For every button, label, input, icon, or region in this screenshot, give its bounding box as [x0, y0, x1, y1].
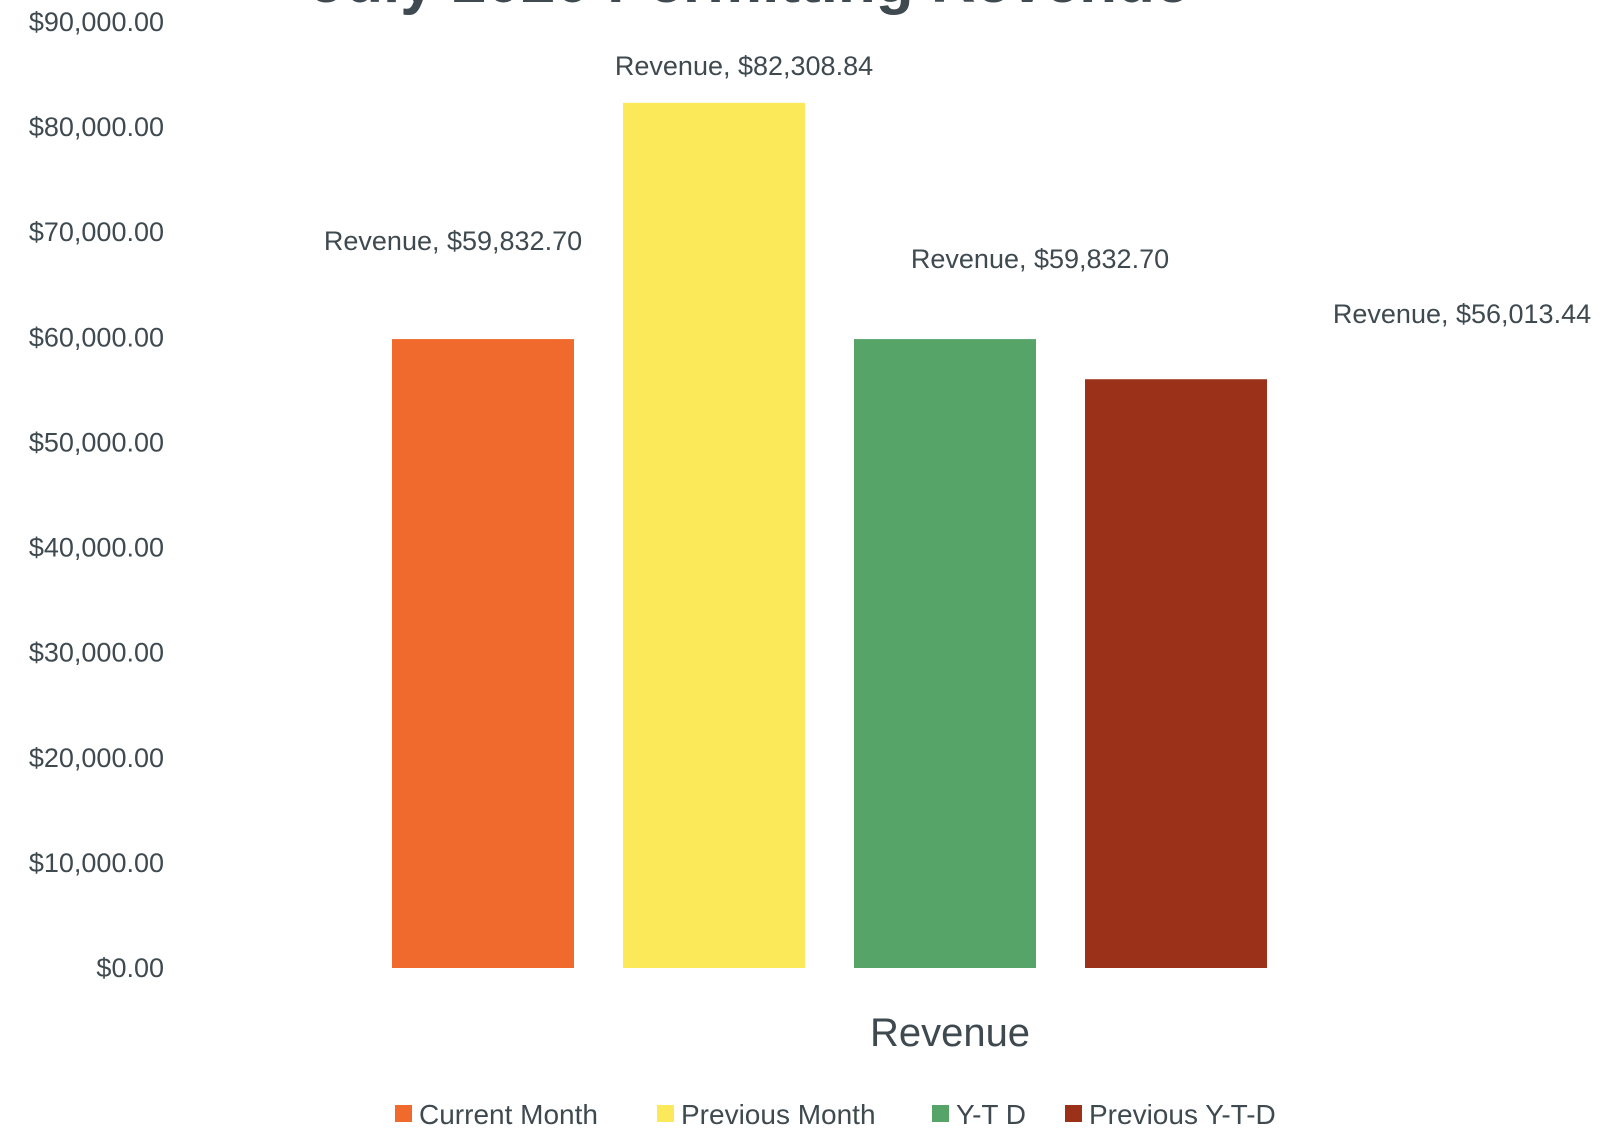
y-tick-label: $0.00	[96, 953, 164, 983]
legend-swatch	[395, 1105, 412, 1122]
y-tick-label: $10,000.00	[29, 848, 164, 878]
legend-label: Previous Month	[681, 1099, 876, 1128]
bar-current-month	[392, 339, 574, 969]
legend-label: Previous Y-T-D	[1089, 1099, 1276, 1128]
chart-title: July 2020 Permitting Revenue	[311, 0, 1190, 16]
legend-label: Y-T D	[956, 1099, 1026, 1128]
y-tick-label: $20,000.00	[29, 743, 164, 773]
y-tick-label: $90,000.00	[29, 7, 164, 37]
legend-swatch	[657, 1105, 674, 1122]
legend-swatch	[932, 1105, 949, 1122]
y-tick-label: $40,000.00	[29, 533, 164, 563]
legend-swatch	[1065, 1105, 1082, 1122]
data-label: Revenue, $59,832.70	[324, 226, 582, 256]
data-labels-group: Revenue, $59,832.70 Revenue, $82,308.84 Re…	[324, 51, 1591, 329]
data-label: Revenue, $56,013.44	[1333, 299, 1591, 329]
bar-y-t-d	[854, 339, 1036, 969]
bar-previous-month	[623, 102, 805, 968]
data-label: Revenue, $59,832.70	[911, 244, 1169, 274]
data-label: Revenue, $82,308.84	[615, 51, 873, 81]
bar-previous-y-t-d	[1085, 379, 1267, 968]
y-tick-label: $30,000.00	[29, 638, 164, 668]
legend-label: Current Month	[419, 1099, 598, 1128]
y-tick-label: $70,000.00	[29, 217, 164, 247]
y-axis: $0.00 $10,000.00 $20,000.00 $30,000.00 $40,0…	[29, 7, 164, 983]
y-tick-label: $50,000.00	[29, 427, 164, 457]
x-axis-title: Revenue	[870, 1011, 1030, 1055]
bars-group	[392, 102, 1267, 969]
y-tick-label: $80,000.00	[29, 112, 164, 142]
legend: Current Month Previous Month Y-T D Previous…	[395, 1099, 1276, 1128]
y-tick-label: $60,000.00	[29, 322, 164, 352]
